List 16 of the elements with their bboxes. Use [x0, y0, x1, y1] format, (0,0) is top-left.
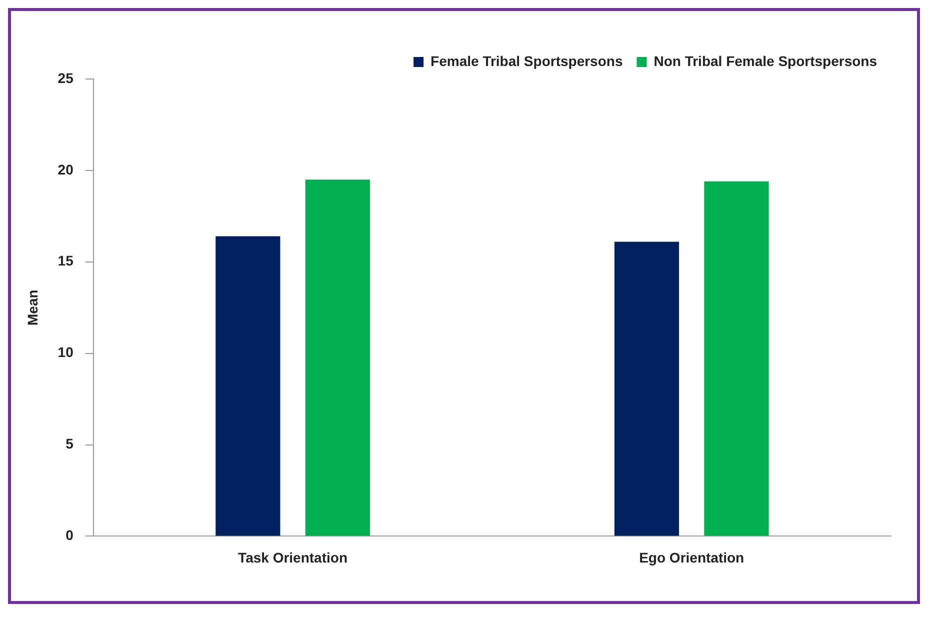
- x-tick-label: Task Orientation: [238, 549, 348, 566]
- y-tick-label: 25: [58, 70, 74, 86]
- bar: [216, 236, 280, 536]
- legend-label: Female Tribal Sportspersons: [430, 52, 623, 69]
- y-axis-title: Mean: [24, 290, 40, 326]
- y-tick-label: 5: [66, 436, 74, 452]
- legend-label: Non Tribal Female Sportspersons: [654, 52, 878, 69]
- bar: [305, 180, 370, 536]
- y-tick-label: 0: [66, 527, 74, 544]
- bar: [704, 181, 769, 536]
- y-tick-label: 10: [58, 344, 74, 360]
- frame: Mean Female Tribal Sportspersons Non Tribal Female Sportspersons Task Orientation Ego Orientation 0 5 10 15 20 25: [8, 8, 920, 604]
- x-tick-label: Ego Orientation: [639, 549, 744, 566]
- y-tick-label: 20: [58, 161, 74, 178]
- bar: [614, 242, 680, 536]
- y-tick-label: 15: [58, 252, 74, 269]
